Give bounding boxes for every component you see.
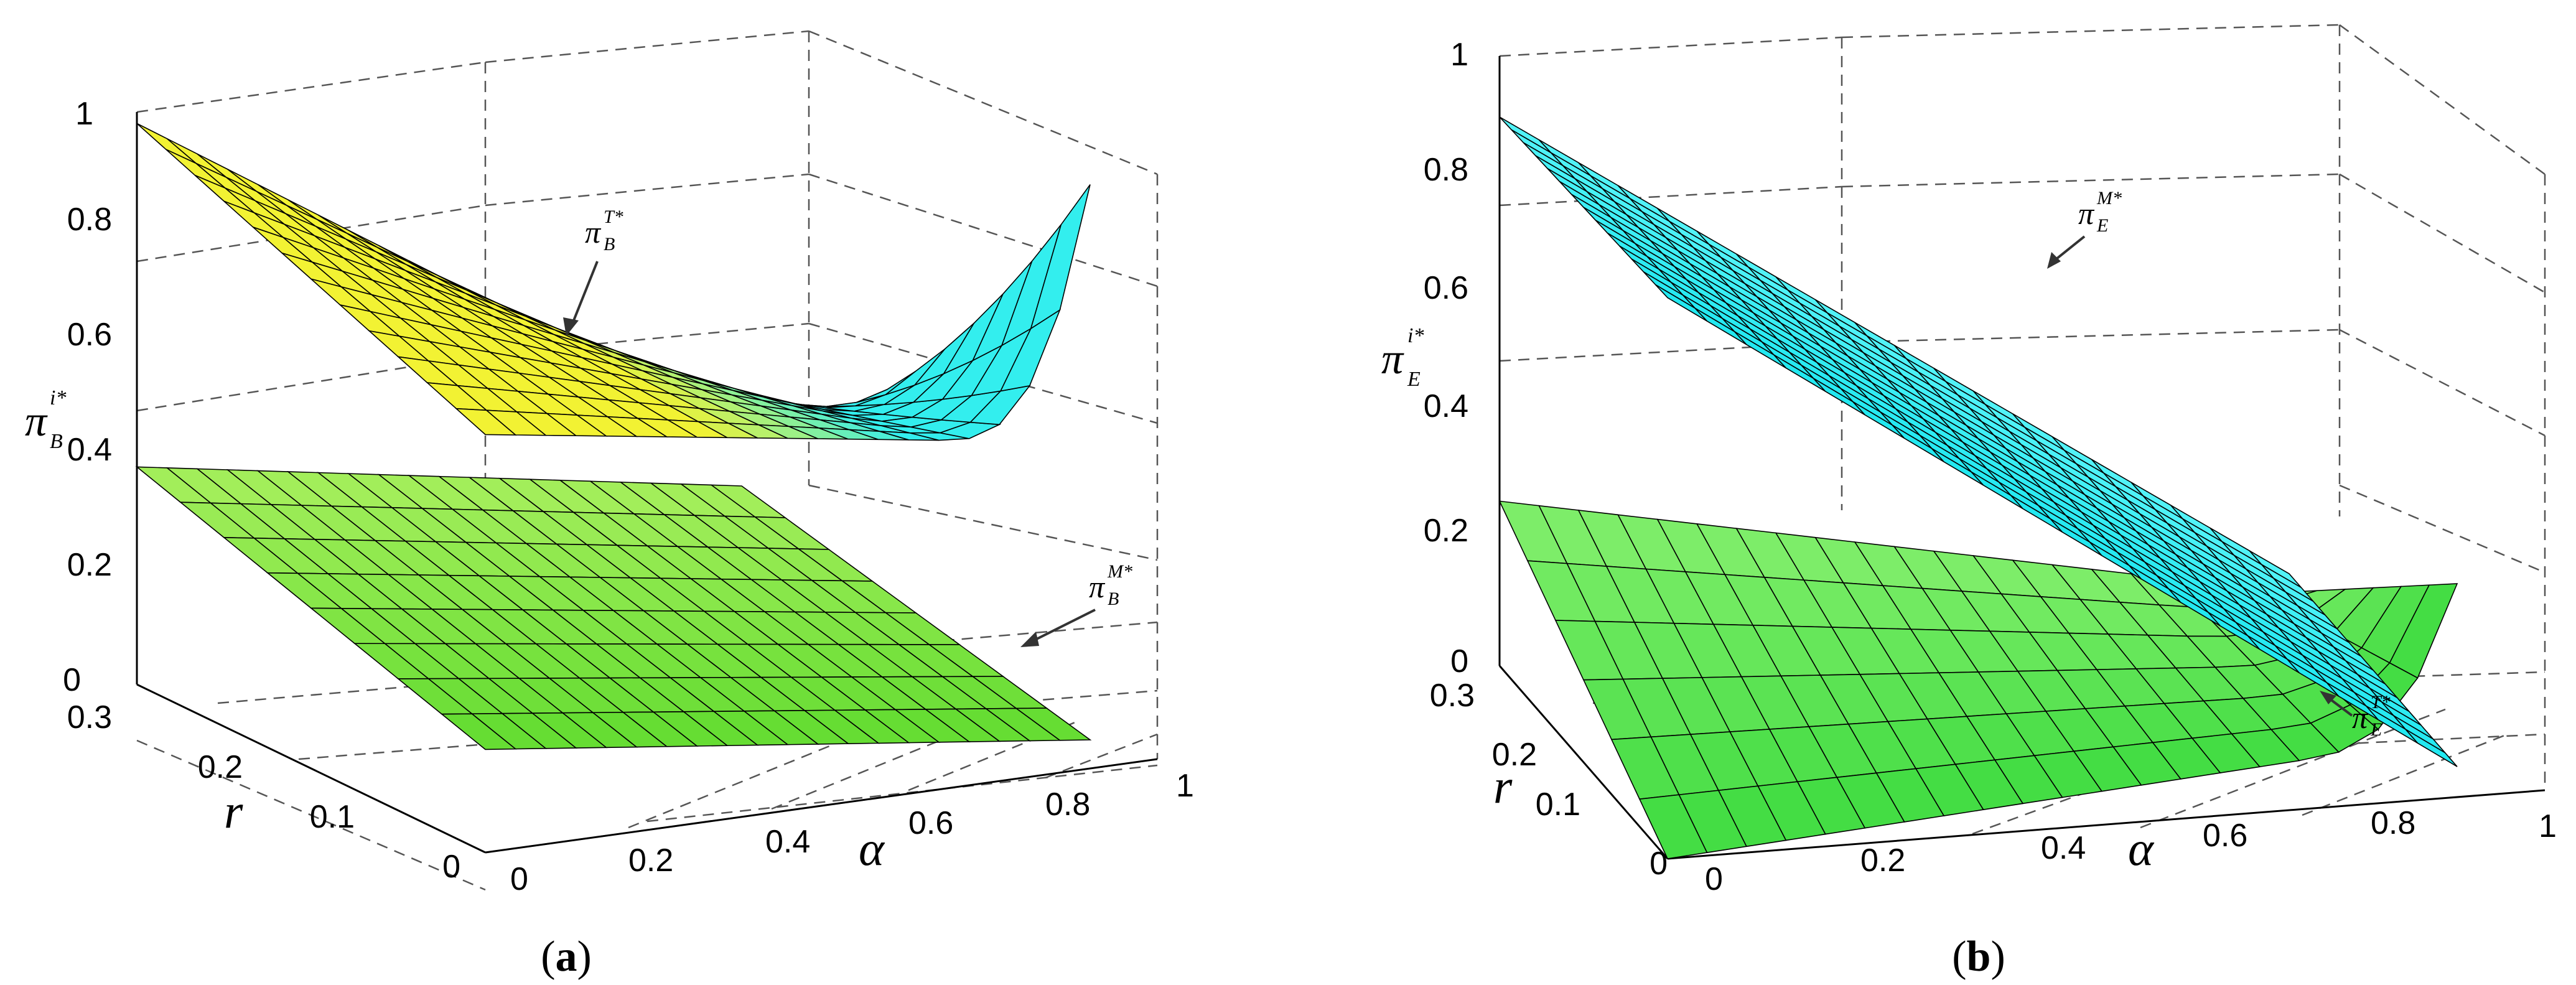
- panel-b-r-ticks: 0.3 0.2 0.1 0: [1430, 678, 1668, 882]
- panel-a-r-tick-01: 0.1: [310, 799, 355, 835]
- panel-a-z-label-sup: i*: [50, 386, 66, 409]
- panel-b-ann-m-sub: E: [2096, 215, 2108, 236]
- panel-a-z-label: π i* B: [25, 386, 66, 453]
- panel-a-ann-t-sub: B: [604, 234, 615, 254]
- panel-b-caption: (b): [1952, 933, 2005, 981]
- panel-b-z-tick-08: 0.8: [1424, 152, 1468, 188]
- panel-b-ann-m-sup: M*: [2096, 188, 2122, 208]
- panel-b-caption-letter: b: [1967, 933, 1991, 981]
- panel-b-z-label-main: π: [1381, 335, 1404, 383]
- panel-a-z-tick-06: 0.6: [67, 317, 112, 353]
- panel-a-m-quad: [1014, 707, 1092, 741]
- panel-a-annotation-m: π M* B: [1020, 561, 1132, 647]
- panel-b-alpha-tick-08: 0.8: [2371, 805, 2415, 841]
- panel-a-caption-letter: a: [556, 933, 577, 981]
- panel-a-z-label-sub: B: [50, 430, 63, 453]
- panel-a-z-tick-1: 1: [75, 96, 93, 132]
- panel-a-z-tick-04: 0.4: [67, 432, 112, 468]
- panel-b-alpha-label: α: [2128, 821, 2155, 875]
- panel-a-alpha-tick-04: 0.4: [765, 824, 810, 860]
- panel-a-z-tick-02: 0.2: [67, 547, 112, 583]
- panel-b-z-tick-02: 0.2: [1424, 513, 1468, 549]
- panel-b-ann-m-main: π: [2078, 196, 2095, 231]
- panel-a-r-tick-0: 0: [442, 849, 460, 885]
- panel-b-r-tick-02: 0.2: [1492, 737, 1537, 773]
- panel-a-caption: (a): [541, 933, 592, 981]
- panel-a-alpha-ticks: 0 0.2 0.4 0.6 0.8 1: [510, 768, 1194, 897]
- panel-a-ann-m-main: π: [1089, 569, 1106, 604]
- panel-b-z-tick-0: 0: [1450, 643, 1468, 679]
- panel-a-surface-yellow: [136, 123, 1091, 441]
- panel-b-z-label-sup: i*: [1407, 324, 1424, 347]
- panel-b: 1 0.8 0.6 0.4 0.2 0 π i* E 0.3 0.2 0.1 0…: [1381, 24, 2557, 981]
- panel-a-r-ticks: 0.3 0.2 0.1 0: [67, 699, 460, 885]
- panel-a-z-tick-08: 0.8: [67, 202, 112, 238]
- panel-a-ann-m-sub: B: [1108, 589, 1119, 609]
- panel-a-alpha-tick-08: 0.8: [1045, 787, 1090, 823]
- panel-a-annotation-t: π T* B: [563, 207, 623, 336]
- panel-b-axes: [1498, 56, 2546, 860]
- panel-a-axes: [136, 112, 1158, 854]
- panel-a-z-tick-0: 0: [63, 662, 81, 698]
- panel-a-z-label-main: π: [25, 398, 48, 446]
- panel-b-z-label-sub: E: [1407, 368, 1421, 391]
- panel-b-z-ticks: 1 0.8 0.6 0.4 0.2 0: [1424, 37, 1468, 679]
- panel-a-r-tick-02: 0.2: [198, 749, 243, 785]
- panel-b-ann-t-main: π: [2352, 700, 2369, 735]
- panel-b-ann-t-sub: E: [2370, 719, 2382, 740]
- panel-b-ann-t-sup: T*: [2371, 692, 2391, 712]
- panel-b-r-label: r: [1493, 759, 1513, 813]
- panel-a-alpha-tick-02: 0.2: [628, 843, 673, 879]
- svg-text:π: π: [1381, 335, 1404, 383]
- panel-b-t-quad: [2389, 583, 2458, 679]
- panel-a-surface-green: [135, 466, 1092, 750]
- panel-a-ann-t-main: π: [585, 215, 602, 250]
- panel-b-alpha-tick-1: 1: [2539, 808, 2557, 844]
- panel-a-t-quad: [1030, 184, 1091, 330]
- panel-b-surface-cyan: [1499, 116, 2458, 767]
- panel-b-annotation-t: π T* E: [2320, 691, 2391, 740]
- panel-b-r-tick-03: 0.3: [1430, 678, 1475, 714]
- panel-a-r-label: r: [224, 784, 243, 838]
- panel-b-z-tick-04: 0.4: [1424, 388, 1468, 424]
- panel-b-alpha-ticks: 0 0.2 0.4 0.6 0.8 1: [1705, 805, 2557, 897]
- panel-a-alpha-tick-0: 0: [510, 861, 528, 897]
- panel-b-z-label: π i* E: [1381, 324, 1424, 391]
- panel-b-annotation-m: π M* E: [2047, 188, 2122, 269]
- panel-a-alpha-tick-06: 0.6: [908, 805, 953, 841]
- panel-a: 1 0.8 0.6 0.4 0.2 0 π i* B 0.3 0.2 0.1 0…: [25, 30, 1194, 981]
- panel-a-ann-m-sup: M*: [1107, 561, 1132, 582]
- panel-b-alpha-tick-0: 0: [1705, 861, 1723, 897]
- panel-a-alpha-label: α: [859, 821, 885, 875]
- panel-b-m-quad: [2405, 729, 2458, 767]
- panel-b-r-tick-0: 0: [1650, 846, 1668, 882]
- panel-a-r-tick-03: 0.3: [67, 699, 112, 735]
- panel-a-alpha-tick-1: 1: [1176, 768, 1194, 804]
- svg-text:π: π: [25, 398, 48, 446]
- panel-b-alpha-tick-04: 0.4: [2041, 830, 2086, 866]
- panel-a-ann-t-sup: T*: [604, 207, 623, 227]
- panel-b-z-tick-06: 0.6: [1424, 270, 1468, 306]
- panel-b-z-tick-1: 1: [1450, 37, 1468, 73]
- panel-a-z-ticks: 1 0.8 0.6 0.4 0.2 0: [63, 96, 112, 698]
- panel-b-surface-green: [1498, 500, 2458, 859]
- panel-b-alpha-tick-02: 0.2: [1860, 843, 1905, 879]
- panel-b-r-tick-01: 0.1: [1536, 787, 1580, 823]
- panel-b-alpha-tick-06: 0.6: [2203, 818, 2247, 854]
